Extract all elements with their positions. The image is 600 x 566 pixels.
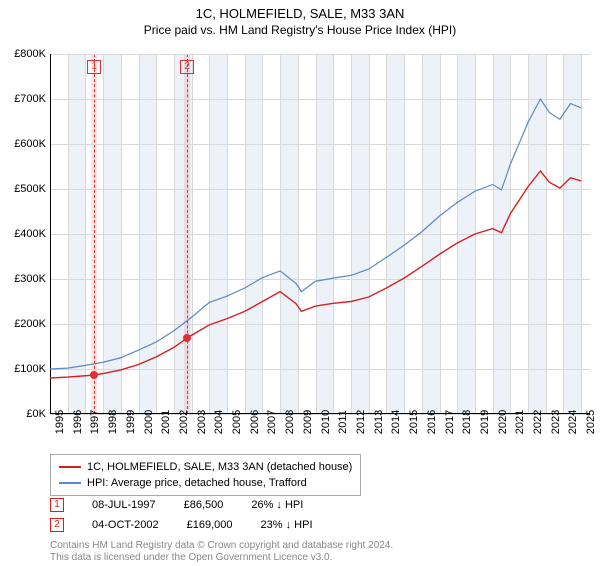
y-tick-label: £0K [0,408,46,420]
x-tick-label: 1998 [107,410,119,434]
x-tick-label: 2022 [532,410,544,434]
transaction-dot [183,334,191,342]
x-tick-label: 2013 [373,410,385,434]
series-line [50,171,581,378]
y-tick-label: £500K [0,183,46,195]
x-tick-label: 1996 [72,410,84,434]
transaction-marker: 2 [50,518,64,532]
chart-marker-box: 1 [87,60,101,74]
line-series [50,54,590,414]
y-tick-label: £400K [0,228,46,240]
x-tick-label: 2014 [390,410,402,434]
transaction-date: 08-JUL-1997 [92,499,156,511]
footer-line: Contains HM Land Registry data © Crown c… [50,540,393,551]
x-tick-label: 2021 [514,410,526,434]
legend-label: 1C, HOLMEFIELD, SALE, M33 3AN (detached … [87,461,352,473]
x-tick-label: 2000 [143,410,155,434]
chart-container: 1C, HOLMEFIELD, SALE, M33 3AN Price paid… [0,6,600,566]
y-tick-label: £300K [0,273,46,285]
y-tick-label: £100K [0,363,46,375]
legend-swatch [59,466,81,468]
series-line [50,99,581,369]
chart-marker-box: 2 [180,60,194,74]
x-tick-label: 1997 [89,410,101,434]
y-tick-label: £600K [0,138,46,150]
legend-label: HPI: Average price, detached house, Traf… [87,477,307,489]
x-tick-label: 1995 [54,410,66,434]
x-tick-label: 2006 [249,410,261,434]
x-tick-label: 2024 [567,410,579,434]
legend: 1C, HOLMEFIELD, SALE, M33 3AN (detached … [50,454,361,496]
transaction-dot [90,371,98,379]
chart-subtitle: Price paid vs. HM Land Registry's House … [0,23,600,37]
transaction-delta: 26% ↓ HPI [251,499,303,511]
x-tick-label: 2008 [284,410,296,434]
chart-title: 1C, HOLMEFIELD, SALE, M33 3AN [0,6,600,21]
x-tick-label: 2016 [426,410,438,434]
footer-line: This data is licensed under the Open Gov… [50,552,332,563]
x-tick-label: 2004 [213,410,225,434]
x-tick-label: 2018 [461,410,473,434]
x-tick-label: 2012 [355,410,367,434]
x-tick-label: 2001 [160,410,172,434]
legend-row: 1C, HOLMEFIELD, SALE, M33 3AN (detached … [59,459,352,475]
x-tick-label: 2017 [444,410,456,434]
x-tick-label: 2011 [337,410,349,434]
x-tick-label: 2015 [408,410,420,434]
transaction-marker: 1 [50,498,64,512]
transaction-price: £169,000 [187,519,233,531]
legend-swatch [59,482,81,484]
x-tick-label: 1999 [125,410,137,434]
x-tick-label: 2007 [266,410,278,434]
transaction-row: 2 04-OCT-2002 £169,000 23% ↓ HPI [50,518,313,532]
y-tick-label: £700K [0,93,46,105]
x-tick-label: 2020 [497,410,509,434]
x-tick-label: 2019 [479,410,491,434]
x-tick-label: 2009 [302,410,314,434]
x-tick-label: 2003 [196,410,208,434]
y-tick-label: £800K [0,48,46,60]
x-tick-label: 2023 [550,410,562,434]
transaction-price: £86,500 [184,499,224,511]
legend-row: HPI: Average price, detached house, Traf… [59,475,352,491]
x-tick-label: 2025 [585,410,597,434]
x-tick-label: 2005 [231,410,243,434]
x-tick-label: 2010 [320,410,332,434]
transaction-row: 1 08-JUL-1997 £86,500 26% ↓ HPI [50,498,303,512]
x-tick-label: 2002 [178,410,190,434]
y-tick-label: £200K [0,318,46,330]
transaction-date: 04-OCT-2002 [92,519,159,531]
transaction-delta: 23% ↓ HPI [261,519,313,531]
